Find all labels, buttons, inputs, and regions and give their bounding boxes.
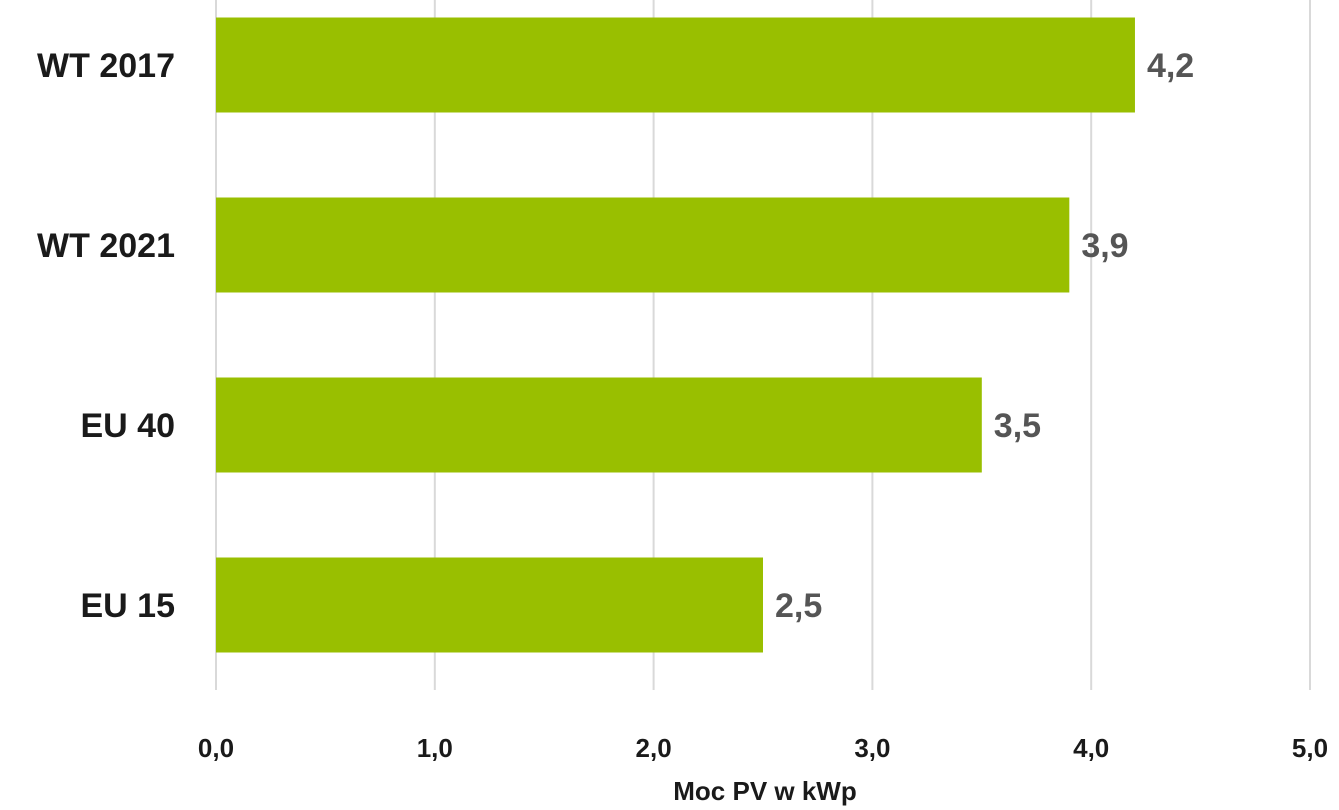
bar — [216, 18, 1135, 113]
x-tick-label: 3,0 — [854, 733, 890, 763]
bars — [216, 18, 1135, 653]
value-label: 2,5 — [775, 587, 822, 625]
category-label: WT 2017 — [37, 47, 175, 85]
x-tick-label: 4,0 — [1073, 733, 1109, 763]
category-label: EU 40 — [81, 407, 176, 445]
category-labels: WT 2017 WT 2021 EU 40 EU 15 — [37, 47, 175, 625]
x-tick-label: 2,0 — [636, 733, 672, 763]
bar — [216, 558, 763, 653]
x-tick-label: 1,0 — [417, 733, 453, 763]
value-label: 3,5 — [994, 407, 1041, 445]
category-label: WT 2021 — [37, 227, 175, 265]
bar — [216, 198, 1069, 293]
value-label: 4,2 — [1147, 47, 1194, 85]
category-label: EU 15 — [81, 587, 176, 625]
x-tick-label: 5,0 — [1292, 733, 1328, 763]
x-tick-labels: 0,0 1,0 2,0 3,0 4,0 5,0 — [198, 733, 1328, 763]
bar — [216, 378, 982, 473]
value-labels: 4,2 3,9 3,5 2,5 — [775, 47, 1194, 625]
x-axis-title: Moc PV w kWp — [673, 776, 856, 806]
x-tick-label: 0,0 — [198, 733, 234, 763]
value-label: 3,9 — [1081, 227, 1128, 265]
